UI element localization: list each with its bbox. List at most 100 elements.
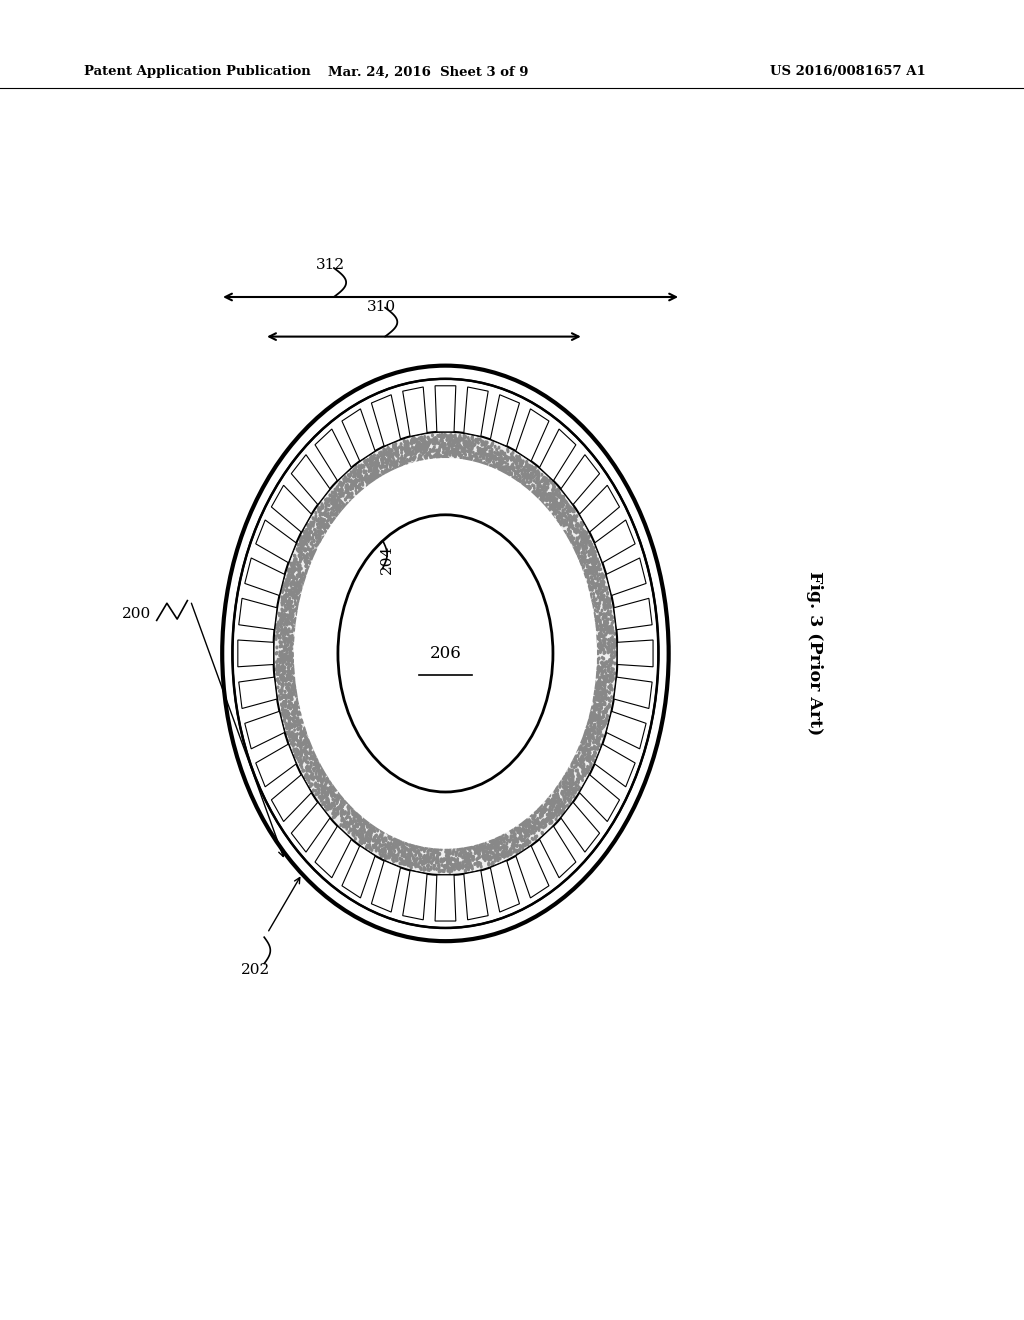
Circle shape — [376, 469, 379, 473]
Circle shape — [393, 805, 396, 808]
Circle shape — [280, 612, 283, 616]
Circle shape — [563, 531, 565, 533]
Circle shape — [328, 755, 331, 759]
Circle shape — [574, 787, 578, 791]
Circle shape — [390, 780, 393, 784]
Circle shape — [502, 488, 505, 491]
Circle shape — [523, 767, 526, 771]
Circle shape — [416, 450, 419, 453]
Circle shape — [421, 446, 424, 450]
Circle shape — [489, 457, 493, 461]
Circle shape — [504, 854, 507, 858]
Circle shape — [552, 484, 555, 488]
Circle shape — [283, 628, 286, 632]
Circle shape — [595, 675, 598, 678]
Circle shape — [596, 636, 599, 640]
Circle shape — [591, 697, 593, 701]
Circle shape — [592, 715, 595, 719]
Circle shape — [283, 583, 286, 587]
Circle shape — [419, 442, 422, 446]
Circle shape — [332, 797, 334, 801]
Circle shape — [436, 797, 439, 801]
Circle shape — [611, 675, 614, 678]
Circle shape — [398, 475, 401, 479]
Circle shape — [400, 506, 403, 510]
Circle shape — [364, 461, 367, 465]
Circle shape — [311, 756, 314, 760]
Circle shape — [482, 851, 485, 855]
Circle shape — [563, 521, 566, 525]
Circle shape — [551, 539, 553, 543]
Circle shape — [540, 494, 543, 498]
Circle shape — [564, 676, 567, 680]
Circle shape — [324, 517, 327, 521]
Circle shape — [289, 568, 292, 572]
Circle shape — [332, 614, 334, 618]
Circle shape — [368, 480, 371, 484]
Circle shape — [554, 610, 557, 614]
Circle shape — [586, 536, 589, 540]
Circle shape — [325, 741, 328, 744]
Circle shape — [362, 470, 366, 474]
Circle shape — [309, 721, 312, 723]
Circle shape — [549, 741, 551, 744]
Circle shape — [402, 822, 404, 825]
Circle shape — [321, 589, 324, 593]
Circle shape — [536, 477, 538, 480]
Circle shape — [529, 537, 532, 541]
Circle shape — [515, 840, 518, 842]
Circle shape — [532, 770, 536, 772]
Circle shape — [318, 771, 322, 775]
Circle shape — [566, 680, 569, 684]
Circle shape — [284, 645, 287, 649]
Circle shape — [295, 590, 298, 593]
Circle shape — [428, 438, 431, 442]
Circle shape — [324, 523, 327, 527]
Circle shape — [413, 457, 416, 461]
Circle shape — [339, 595, 341, 599]
Circle shape — [548, 810, 551, 814]
Circle shape — [344, 506, 347, 510]
Circle shape — [612, 676, 615, 680]
Circle shape — [458, 494, 460, 498]
Circle shape — [332, 722, 334, 725]
Circle shape — [421, 438, 424, 442]
Circle shape — [493, 510, 495, 513]
Circle shape — [294, 558, 297, 562]
Circle shape — [485, 446, 487, 450]
Circle shape — [444, 467, 447, 471]
Circle shape — [444, 434, 447, 438]
Circle shape — [534, 766, 537, 770]
Circle shape — [595, 590, 598, 594]
Circle shape — [613, 651, 616, 655]
Circle shape — [324, 743, 326, 747]
Circle shape — [446, 457, 450, 461]
Circle shape — [551, 601, 554, 605]
Circle shape — [551, 499, 554, 503]
Circle shape — [584, 533, 587, 537]
Circle shape — [541, 813, 544, 817]
Circle shape — [367, 488, 370, 492]
Circle shape — [498, 453, 501, 457]
Circle shape — [403, 512, 407, 516]
Circle shape — [442, 869, 445, 873]
Circle shape — [305, 659, 308, 663]
Circle shape — [300, 566, 303, 570]
Circle shape — [441, 446, 444, 449]
Circle shape — [577, 733, 580, 737]
Circle shape — [488, 454, 492, 458]
Circle shape — [513, 826, 516, 830]
Circle shape — [546, 565, 549, 568]
Circle shape — [483, 807, 486, 810]
Circle shape — [353, 469, 356, 473]
Circle shape — [579, 627, 582, 631]
Circle shape — [501, 527, 504, 531]
Circle shape — [499, 847, 502, 851]
Circle shape — [572, 667, 574, 671]
Circle shape — [561, 741, 563, 744]
Circle shape — [590, 543, 593, 546]
Circle shape — [566, 664, 569, 668]
Circle shape — [275, 660, 279, 664]
Circle shape — [387, 843, 390, 846]
Circle shape — [582, 722, 585, 725]
